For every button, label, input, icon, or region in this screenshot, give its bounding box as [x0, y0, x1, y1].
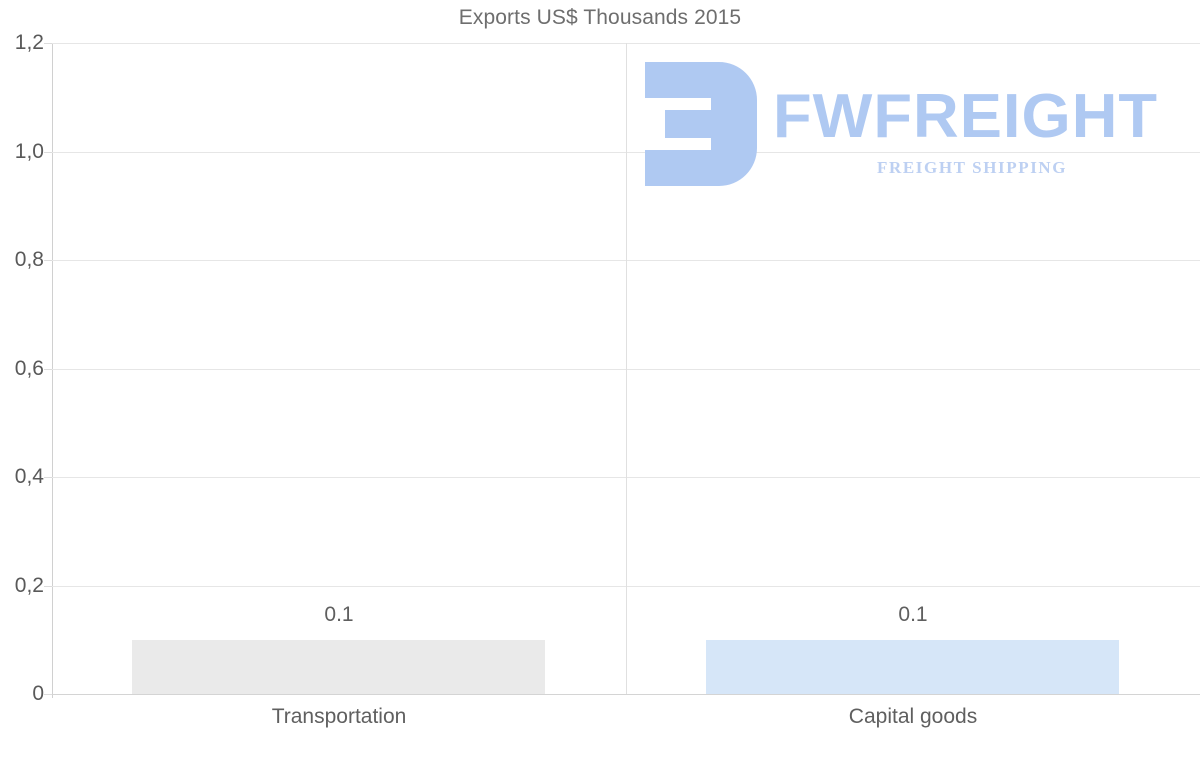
y-axis-tick-label: 0,8	[14, 248, 44, 271]
y-axis-tick-mark	[44, 152, 52, 153]
y-axis-tick-label: 0,2	[14, 573, 44, 597]
y-axis-tick-mark	[44, 694, 52, 695]
x-axis-category-label: Transportation	[271, 705, 407, 728]
y-axis-tick-mark	[44, 43, 52, 44]
y-axis-tick-label: 0,4	[14, 465, 44, 488]
gridline	[52, 694, 1200, 695]
y-axis-tick-label: 0	[32, 682, 44, 705]
y-axis-tick-label: 0,6	[14, 356, 44, 380]
y-axis-tick-mark	[44, 369, 52, 370]
bar[interactable]	[132, 640, 545, 694]
bar-data-label: 0.1	[324, 602, 354, 626]
chart-title: Exports US$ Thousands 2015	[458, 6, 742, 29]
y-axis-line	[52, 43, 53, 698]
plot-area	[52, 43, 1200, 695]
y-axis-tick-label: 1,0	[14, 139, 44, 163]
bar-data-label: 0.1	[898, 602, 928, 626]
y-axis-tick-mark	[44, 477, 52, 478]
bar[interactable]	[706, 640, 1119, 694]
y-axis-tick-mark	[44, 260, 52, 261]
y-axis-tick-label: 1,2	[14, 31, 44, 54]
category-separator	[626, 43, 627, 694]
x-axis-category-label: Capital goods	[848, 705, 978, 728]
y-axis-tick-mark	[44, 586, 52, 587]
